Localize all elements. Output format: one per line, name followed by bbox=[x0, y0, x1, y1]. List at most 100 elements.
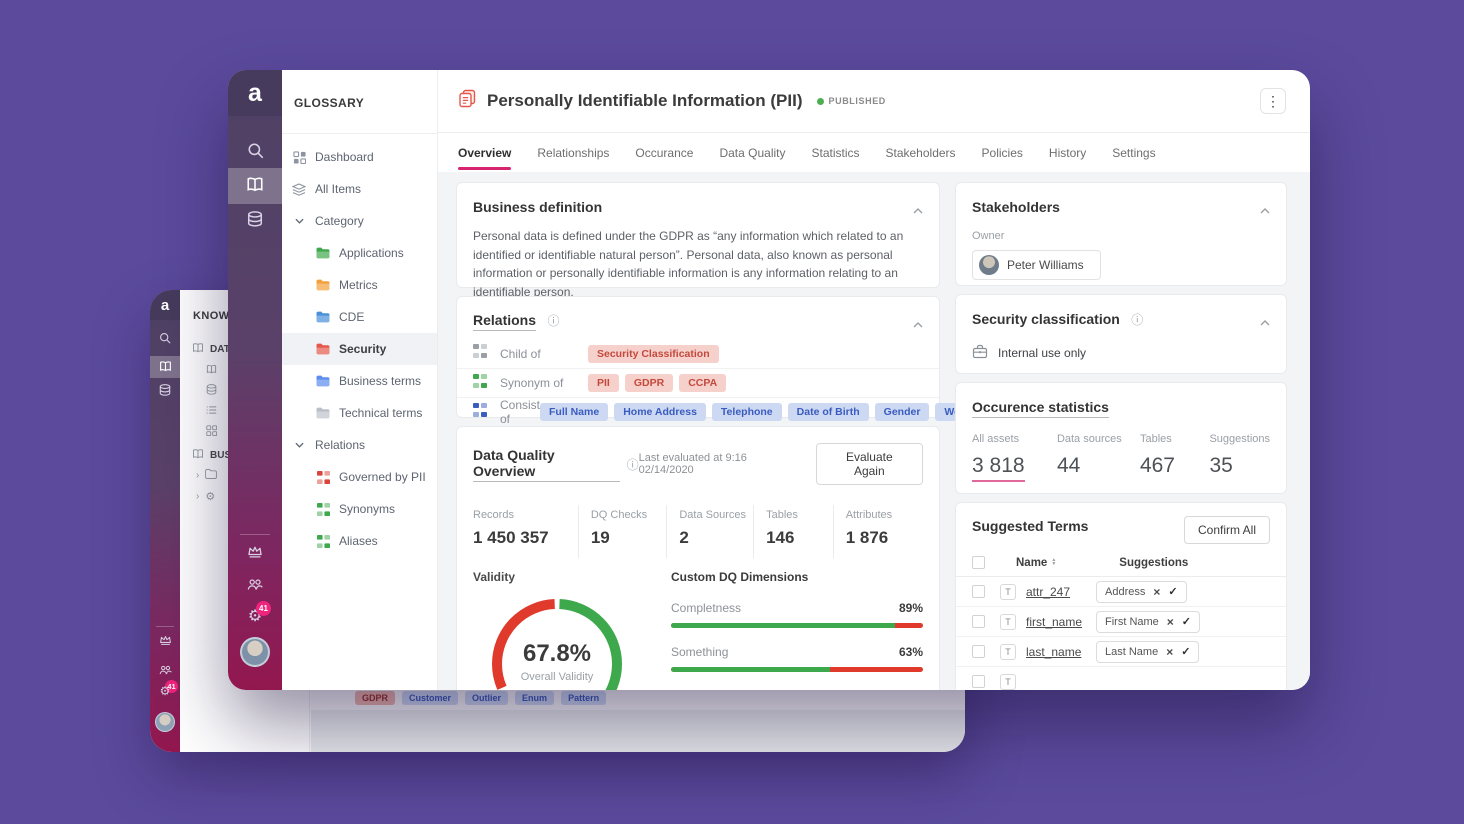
sidebar-item-governed-by-pii[interactable]: Governed by PII bbox=[282, 461, 437, 493]
sidebar-item-business-terms[interactable]: Business terms bbox=[282, 365, 437, 397]
background-sidebar-item[interactable] bbox=[206, 405, 217, 418]
relation-label: Synonym of bbox=[500, 376, 564, 390]
background-sidebar-item[interactable] bbox=[206, 425, 218, 439]
last-evaluated-text: Last evaluated at 9:16 02/14/2020 bbox=[638, 452, 747, 476]
database-icon[interactable] bbox=[228, 211, 282, 227]
collapse-chevron-icon[interactable] bbox=[1260, 201, 1270, 219]
reject-icon[interactable]: × bbox=[1166, 644, 1174, 659]
background-sidebar-item[interactable]: › bbox=[196, 469, 218, 482]
evaluate-again-button[interactable]: Evaluate Again bbox=[815, 443, 923, 485]
term-chip[interactable]: Full Name bbox=[540, 403, 609, 421]
search-icon[interactable] bbox=[228, 142, 282, 159]
user-avatar[interactable] bbox=[240, 637, 270, 667]
background-sidebar-item[interactable] bbox=[206, 364, 217, 377]
crown-icon[interactable] bbox=[228, 544, 282, 559]
confirm-all-button[interactable]: Confirm All bbox=[1183, 516, 1270, 544]
reject-icon[interactable]: × bbox=[1153, 584, 1161, 599]
term-chip[interactable]: GDPR bbox=[624, 374, 674, 392]
sidebar-item-label: CDE bbox=[339, 310, 365, 324]
tab-relationships[interactable]: Relationships bbox=[537, 145, 610, 160]
accept-icon[interactable]: ✓ bbox=[1181, 616, 1192, 628]
tab-statistics[interactable]: Statistics bbox=[811, 145, 860, 160]
row-checkbox[interactable] bbox=[972, 675, 985, 688]
sidebar-item-aliases[interactable]: Aliases bbox=[282, 525, 437, 557]
stat-value-link[interactable]: 3 818 bbox=[972, 454, 1025, 482]
gears-icon[interactable]: ⚙ bbox=[247, 608, 263, 625]
tab-settings[interactable]: Settings bbox=[1112, 145, 1156, 160]
term-chip[interactable]: Outlier bbox=[465, 691, 509, 705]
chevron-down-icon bbox=[292, 218, 306, 224]
relation-squares-icon bbox=[473, 344, 487, 363]
community-icon[interactable] bbox=[228, 577, 282, 592]
background-sidebar-item[interactable]: › ⚙ bbox=[196, 490, 215, 503]
row-checkbox[interactable] bbox=[972, 615, 985, 628]
glossary-book-icon[interactable] bbox=[150, 360, 180, 372]
sidebar-item-security[interactable]: Security bbox=[282, 333, 437, 365]
crown-icon[interactable] bbox=[150, 634, 180, 646]
stat-value: 2 bbox=[679, 528, 689, 547]
term-chip[interactable]: Pattern bbox=[561, 691, 607, 705]
row-checkbox[interactable] bbox=[972, 585, 985, 598]
info-icon[interactable]: ⓘ bbox=[547, 314, 560, 328]
database-icon bbox=[206, 384, 217, 398]
term-chip[interactable]: PII bbox=[588, 374, 619, 392]
sidebar-item-applications[interactable]: Applications bbox=[282, 237, 437, 269]
collapse-chevron-icon[interactable] bbox=[913, 315, 923, 333]
tab-overview[interactable]: Overview bbox=[458, 145, 512, 170]
tab-data-quality[interactable]: Data Quality bbox=[719, 145, 786, 160]
app-logo[interactable]: a bbox=[150, 290, 180, 320]
tab-policies[interactable]: Policies bbox=[981, 145, 1023, 160]
collapse-chevron-icon[interactable] bbox=[1260, 313, 1270, 331]
term-chip[interactable]: Telephone bbox=[711, 403, 782, 421]
folder-icon bbox=[316, 311, 330, 323]
background-sidebar-item[interactable]: DAT bbox=[192, 342, 230, 356]
term-chip[interactable]: GDPR bbox=[355, 691, 396, 705]
user-avatar[interactable] bbox=[155, 712, 175, 732]
attribute-name-link[interactable]: last_name bbox=[1026, 644, 1082, 659]
collapse-chevron-icon[interactable] bbox=[913, 201, 923, 219]
more-menu-button[interactable]: ⋮ bbox=[1260, 88, 1286, 114]
term-chip[interactable]: Security Classification bbox=[588, 344, 719, 363]
sort-icon[interactable]: ▲ ▼ bbox=[1051, 556, 1057, 567]
gears-icon[interactable]: ⚙ bbox=[159, 684, 171, 698]
tab-history[interactable]: History bbox=[1048, 145, 1087, 160]
database-icon[interactable] bbox=[150, 384, 180, 396]
sidebar-item-cde[interactable]: CDE bbox=[282, 301, 437, 333]
sidebar-item-metrics[interactable]: Metrics bbox=[282, 269, 437, 301]
info-icon[interactable]: ⓘ bbox=[626, 457, 639, 472]
term-chip[interactable]: Home Address bbox=[614, 403, 706, 421]
community-icon[interactable] bbox=[150, 664, 180, 676]
info-icon[interactable]: ⓘ bbox=[1131, 313, 1144, 327]
background-sidebar-item[interactable] bbox=[206, 384, 217, 398]
term-chip[interactable]: Gender bbox=[874, 403, 930, 421]
sidebar-group-category[interactable]: Category bbox=[282, 205, 437, 237]
select-all-checkbox[interactable] bbox=[972, 556, 985, 569]
background-sidebar-item[interactable]: BUS bbox=[192, 448, 231, 462]
background-chip-row: GDPR Customer Outlier Enum Pattern bbox=[355, 691, 607, 705]
app-logo[interactable]: a bbox=[228, 70, 282, 116]
gear-icon: ⚙ bbox=[205, 491, 216, 503]
sidebar-item-technical-terms[interactable]: Technical terms bbox=[282, 397, 437, 429]
owner-chip[interactable]: Peter Williams bbox=[972, 250, 1101, 280]
folder-icon bbox=[316, 407, 330, 419]
sidebar-item-synonyms[interactable]: Synonyms bbox=[282, 493, 437, 525]
term-chip[interactable]: Customer bbox=[402, 691, 459, 705]
term-chip[interactable]: Enum bbox=[515, 691, 555, 705]
sidebar-item-label: Technical terms bbox=[339, 406, 423, 420]
attribute-name-link[interactable]: first_name bbox=[1026, 614, 1083, 629]
tab-occurance[interactable]: Occurance bbox=[635, 145, 694, 160]
row-checkbox[interactable] bbox=[972, 645, 985, 658]
tab-stakeholders[interactable]: Stakeholders bbox=[885, 145, 956, 160]
term-chip[interactable]: CCPA bbox=[679, 374, 727, 392]
sidebar-group-relations[interactable]: Relations bbox=[282, 429, 437, 461]
search-icon[interactable] bbox=[150, 332, 180, 344]
reject-icon[interactable]: × bbox=[1166, 614, 1174, 629]
sidebar-item-dashboard[interactable]: Dashboard bbox=[282, 141, 437, 173]
accept-icon[interactable]: ✓ bbox=[1181, 646, 1191, 658]
glossary-book-icon[interactable] bbox=[228, 176, 282, 192]
accept-icon[interactable]: ✓ bbox=[1168, 586, 1178, 598]
sidebar-item-all-items[interactable]: All Items bbox=[282, 173, 437, 205]
attribute-name-link[interactable]: attr_247 bbox=[1026, 584, 1071, 599]
stat-label: Tables bbox=[1139, 433, 1172, 445]
term-chip[interactable]: Date of Birth bbox=[787, 403, 869, 421]
